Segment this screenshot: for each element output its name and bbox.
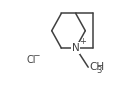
Text: CH: CH (89, 62, 104, 72)
Text: −: − (33, 51, 40, 60)
Text: N: N (72, 43, 80, 53)
Text: +: + (79, 37, 86, 46)
Text: 3: 3 (96, 66, 101, 75)
Text: Cl: Cl (27, 55, 36, 65)
